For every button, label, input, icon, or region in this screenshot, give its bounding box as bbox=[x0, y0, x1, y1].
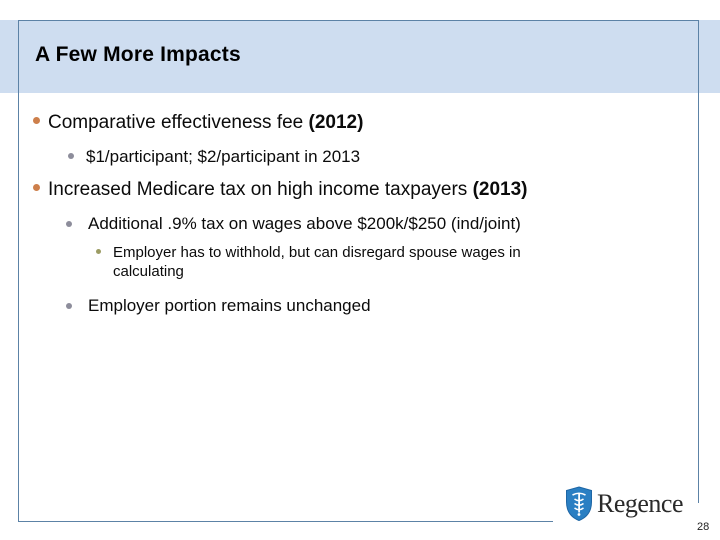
bullet-level2-icon bbox=[66, 303, 72, 309]
bullet-item-medicare-tax: Increased Medicare tax on high income ta… bbox=[48, 179, 527, 201]
bullet-text: Increased Medicare tax on high income ta… bbox=[48, 179, 473, 200]
slide-border-left bbox=[18, 20, 19, 522]
brand-logo: Regence bbox=[560, 484, 710, 524]
page-title: A Few More Impacts bbox=[35, 43, 241, 66]
slide-border-right bbox=[698, 20, 699, 503]
page-number: 28 bbox=[697, 521, 710, 533]
bullet-item-employer-withhold: Employer has to withhold, but can disreg… bbox=[113, 244, 521, 280]
bullet-item-participant-fee: $1/participant; $2/participant in 2013 bbox=[86, 147, 361, 166]
bullet-text: Comparative effectiveness fee bbox=[48, 112, 309, 133]
bullet-item-comparative-fee: Comparative effectiveness fee (2012) bbox=[48, 112, 363, 134]
bullet-level1-icon bbox=[33, 117, 40, 124]
bullet-text-bold-year: (2013) bbox=[472, 179, 528, 200]
brand-wordmark: Regence bbox=[597, 489, 684, 518]
bullet-item-employer-portion: Employer portion remains unchanged bbox=[88, 296, 371, 315]
title-band bbox=[0, 20, 720, 93]
slide-border-bottom bbox=[18, 521, 553, 522]
blue-shield-caduceus-icon bbox=[566, 486, 592, 521]
bullet-level1-icon bbox=[33, 184, 40, 191]
bullet-text-bold-year: (2012) bbox=[308, 112, 364, 133]
bullet-level2-icon bbox=[68, 153, 74, 159]
bullet-level3-icon bbox=[96, 249, 101, 254]
slide-border-top bbox=[18, 20, 698, 21]
bullet-item-additional-tax: Additional .9% tax on wages above $200k/… bbox=[88, 214, 521, 233]
bullet-level2-icon bbox=[66, 221, 72, 227]
